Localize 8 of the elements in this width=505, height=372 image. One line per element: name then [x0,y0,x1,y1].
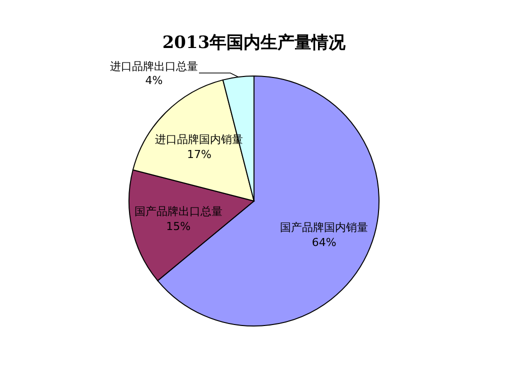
slice-label: 国产品牌国内销量 [280,221,368,234]
data-label: 64% [312,236,336,249]
data-label: 17% [186,148,212,162]
slice-label: 进口品牌出口总量 [110,60,198,73]
data-label: 4% [145,74,163,87]
data-label: 15% [166,220,191,233]
slice-label: 国产品牌出口总量 [134,204,222,218]
chart-title: 2013年国内生产量情况 [162,33,347,53]
